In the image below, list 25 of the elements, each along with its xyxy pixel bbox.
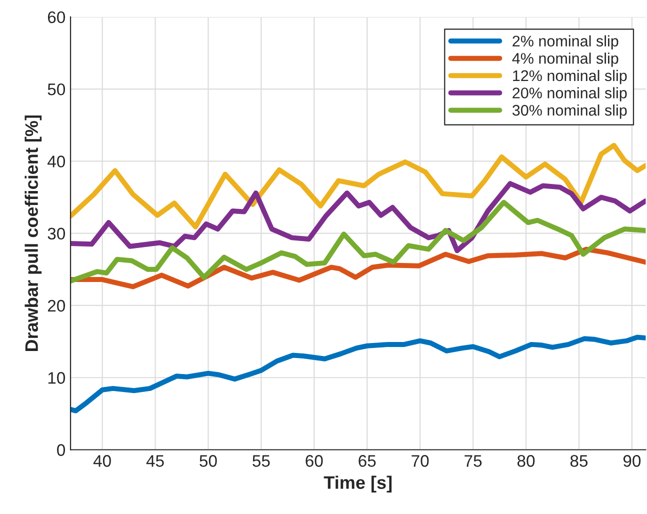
legend-label: 12% nominal slip bbox=[513, 70, 627, 84]
x-tick-label: 85 bbox=[570, 455, 588, 467]
legend-label: 2% nominal slip bbox=[512, 35, 618, 50]
y-tick-label: 0 bbox=[57, 444, 66, 456]
x-tick-label: 70 bbox=[412, 455, 429, 467]
y-tick-label: 20 bbox=[48, 300, 66, 312]
x-tick-label: 90 bbox=[623, 455, 641, 467]
y-tick-label: 50 bbox=[48, 83, 66, 96]
x-tick-label: 80 bbox=[517, 455, 535, 467]
y-tick-label: 10 bbox=[48, 372, 66, 384]
x-axis-title: Time [s] bbox=[324, 476, 392, 493]
legend-label: 30% nominal slip bbox=[512, 104, 627, 119]
y-axis-title: Drawbar pull coefficient [%] bbox=[24, 115, 42, 352]
x-tick-label: 50 bbox=[200, 455, 217, 467]
y-tick-label: 30 bbox=[48, 228, 66, 240]
x-tick-label: 75 bbox=[464, 455, 482, 467]
x-tick-label: 40 bbox=[93, 455, 111, 467]
y-tick-label: 40 bbox=[48, 156, 66, 168]
x-tick-label: 45 bbox=[146, 455, 164, 467]
legend-label: 4% nominal slip bbox=[512, 52, 618, 67]
x-tick-label: 60 bbox=[306, 455, 323, 467]
x-tick-label: 65 bbox=[358, 455, 376, 467]
legend-label: 20% nominal slip bbox=[512, 87, 627, 102]
y-tick-label: 60 bbox=[48, 11, 66, 24]
x-tick-label: 55 bbox=[252, 455, 270, 467]
